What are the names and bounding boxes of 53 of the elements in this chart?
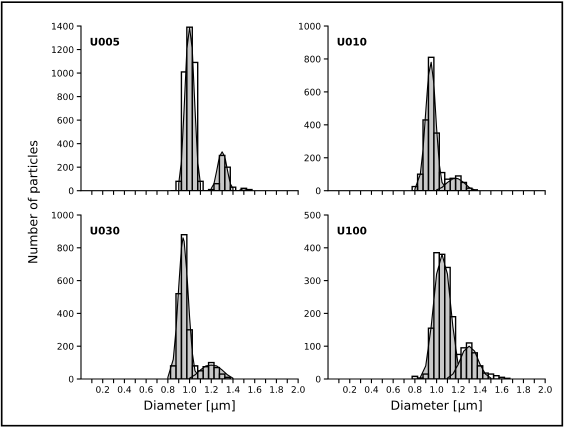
x-tick-label: 0.2	[343, 386, 356, 393]
x-tick-label: 1.0	[430, 386, 444, 393]
y-tick-label: 800	[304, 56, 320, 63]
y-tick-label: 0	[68, 187, 74, 194]
y-tick-label: 1200	[52, 46, 74, 54]
x-tick-label: 1.6	[248, 386, 262, 393]
y-axis-title: Number of particles	[28, 140, 40, 263]
y-tick-label: 800	[57, 93, 74, 100]
text: U100	[338, 226, 366, 235]
x-tick-label: 1.2	[205, 386, 218, 393]
y-tick-label: 600	[304, 88, 320, 96]
x-tick-label: 2.0	[538, 386, 552, 393]
text: U030	[90, 226, 120, 235]
x-tick-label: 1.0	[183, 386, 196, 393]
y-tick-label: 0	[316, 376, 320, 383]
x-tick-label: 0.2	[96, 386, 109, 393]
y-tick-label: 400	[304, 244, 320, 252]
y-tick-label: 400	[304, 122, 320, 128]
y-tick-label: 1400	[52, 22, 74, 30]
y-tick-label: 600	[57, 277, 74, 284]
y-tick-label: 0	[68, 376, 74, 383]
y-tick-label: 1000	[299, 22, 320, 30]
y-tick-label: 600	[57, 116, 74, 124]
x-axis-title: Diameter [μm]	[144, 400, 235, 412]
y-tick-label: 200	[57, 342, 74, 350]
x-tick-label: 0.6	[140, 386, 153, 393]
y-tick-label: 200	[304, 154, 320, 162]
y-tick-label: 1000	[52, 70, 74, 77]
x-tick-label: 1.8	[270, 386, 283, 393]
x-tick-label: 0.4	[364, 386, 378, 393]
y-tick-label: 0	[316, 187, 320, 194]
y-tick-label: 400	[57, 140, 74, 148]
y-tick-label: 100	[304, 342, 320, 350]
x-tick-label: 1.4	[226, 386, 240, 393]
y-tick-label: 200	[57, 164, 74, 171]
x-tick-label: 1.4	[474, 386, 487, 393]
y-tick-label: 400	[57, 310, 74, 317]
x-tick-label: 1.8	[517, 386, 530, 393]
y-tick-label: 1000	[52, 212, 74, 219]
x-tick-label: 0.4	[118, 386, 132, 393]
text: U005	[90, 38, 120, 46]
x-tick-label: 1.6	[496, 386, 508, 393]
x-tick-label: 0.6	[386, 386, 400, 393]
y-tick-label: 800	[57, 244, 74, 252]
text: U010	[338, 38, 366, 46]
x-axis-title: Diameter [μm]	[392, 400, 482, 412]
y-tick-label: 500	[304, 212, 320, 219]
y-tick-label: 300	[304, 277, 320, 284]
x-tick-label: 1.2	[452, 386, 465, 393]
x-tick-label: 2.0	[292, 386, 305, 393]
x-tick-label: 0.8	[408, 386, 422, 393]
y-tick-label: 200	[304, 310, 320, 317]
x-tick-label: 0.8	[161, 386, 174, 393]
